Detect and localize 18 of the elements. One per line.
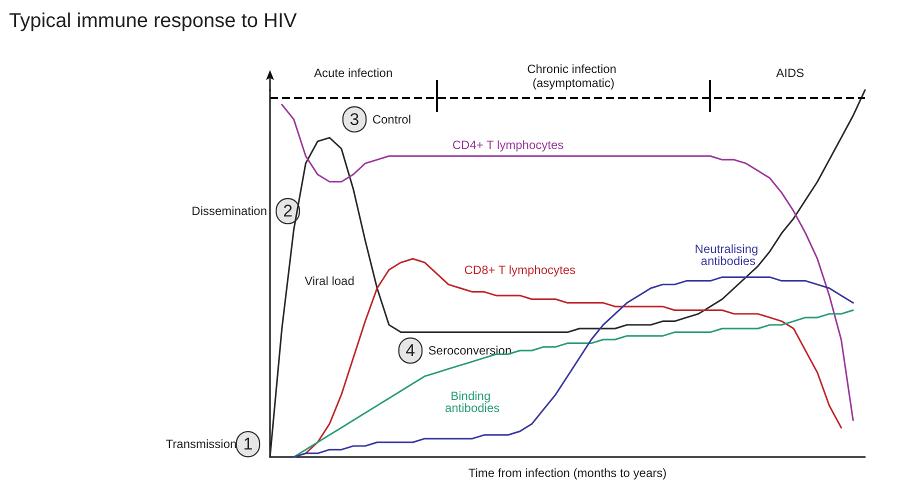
annotation: Seroconversion (428, 344, 512, 358)
x-axis-title: Time from infection (months to years) (468, 466, 667, 480)
series-label: CD8+ T lymphocytes (464, 262, 576, 277)
annotation: Chronic infection (asymptomatic) (527, 62, 620, 90)
series-label: Neutralising antibodies (694, 242, 762, 268)
annotation: Control (372, 112, 412, 126)
annotation: 3 (350, 110, 360, 129)
text: Acute infection (314, 66, 393, 80)
annotation: 2 (283, 202, 293, 221)
text: Transmission (166, 437, 237, 452)
chart-title: Typical immune response to HIV (9, 10, 298, 32)
text: Dissemination (192, 204, 268, 218)
series-label: CD4+ T lymphocytes (452, 138, 564, 152)
annotation: 4 (406, 341, 416, 360)
text: AIDS (776, 66, 804, 80)
series-label: Viral load (304, 274, 354, 288)
series-label: Binding antibodies (444, 388, 500, 415)
text: 1 (243, 434, 253, 454)
